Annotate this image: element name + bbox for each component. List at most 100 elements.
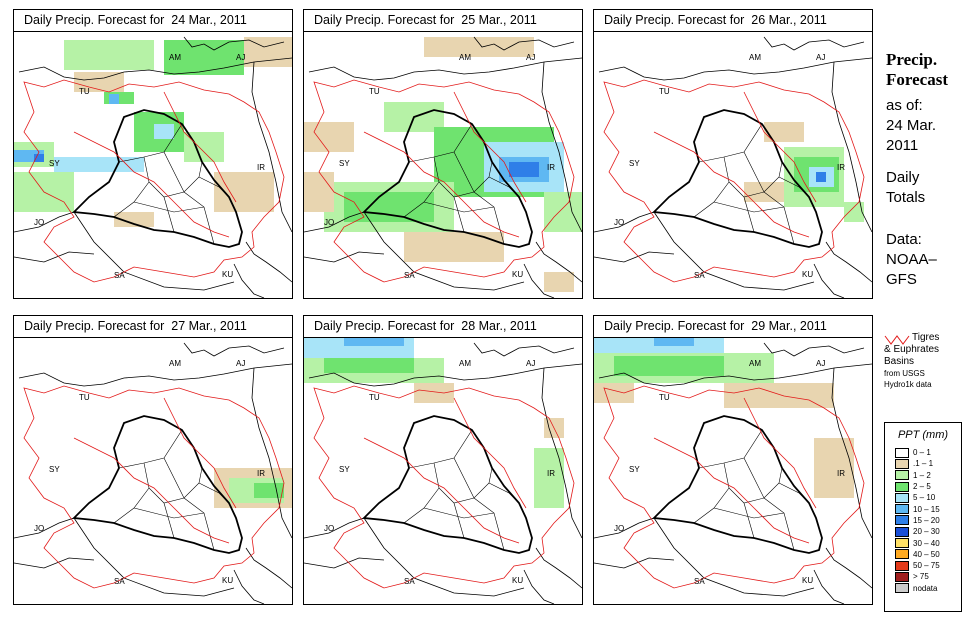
precip-map: AM AJ TU SY IR JO SA KU (594, 32, 872, 298)
precip-map: AM AJ TU SY IR JO SA KU (304, 32, 582, 298)
legend-swatch (895, 492, 909, 503)
country-label: TU (79, 393, 90, 402)
country-label: KU (222, 576, 233, 585)
precip-map: AM AJ TU SY IR JO SA KU (14, 32, 292, 298)
country-label: JO (614, 218, 624, 227)
data-source-label: Data: NOAA– GFS (886, 231, 937, 288)
country-label: TU (369, 393, 380, 402)
country-label: SY (49, 159, 60, 168)
legend-swatch (895, 560, 909, 571)
country-label: SY (339, 465, 350, 474)
panel-title: Daily Precip. Forecast for 28 Mar., 2011 (304, 316, 582, 338)
precip-cells (594, 338, 854, 498)
legend-item: 1 – 2 (895, 470, 961, 481)
country-label: IR (837, 163, 845, 172)
country-label: AJ (236, 359, 245, 368)
country-label: JO (324, 524, 334, 533)
legend-label: 15 – 20 (913, 515, 940, 525)
legend-label: nodata (913, 583, 938, 593)
forecast-panel-2: Daily Precip. Forecast for 25 Mar., 2011… (303, 9, 583, 299)
country-label: JO (34, 524, 44, 533)
country-label: AM (459, 53, 471, 62)
country-label: AM (749, 53, 761, 62)
totals-label: Daily Totals (886, 169, 926, 206)
legend-swatch (895, 571, 909, 582)
country-label: IR (547, 469, 555, 478)
panel-title: Daily Precip. Forecast for 26 Mar., 2011 (594, 10, 872, 32)
legend-label: .1 – 1 (913, 459, 934, 469)
legend-swatch (895, 481, 909, 492)
legend-item: > 75 (895, 571, 961, 582)
country-label: TU (369, 87, 380, 96)
forecast-panel-1: Daily Precip. Forecast for 24 Mar., 2011… (13, 9, 293, 299)
legend-label: 30 – 40 (913, 538, 940, 548)
legend-label: 0 – 1 (913, 448, 931, 458)
panel-title: Daily Precip. Forecast for 29 Mar., 2011 (594, 316, 872, 338)
legend-label: 40 – 50 (913, 549, 940, 559)
forecast-panel-6: Daily Precip. Forecast for 29 Mar., 2011… (593, 315, 873, 605)
country-label: IR (257, 163, 265, 172)
country-label: KU (802, 576, 813, 585)
panel-title: Daily Precip. Forecast for 25 Mar., 2011 (304, 10, 582, 32)
forecast-panel-4: Daily Precip. Forecast for 27 Mar., 2011… (13, 315, 293, 605)
legend-label: 5 – 10 (913, 493, 936, 503)
country-label: TU (659, 87, 670, 96)
panel-title: Daily Precip. Forecast for 24 Mar., 2011 (14, 10, 292, 32)
country-label: SA (114, 271, 125, 280)
country-label: SA (114, 577, 125, 586)
legend-swatch (895, 549, 909, 560)
legend-swatch (895, 504, 909, 515)
country-label: AJ (526, 359, 535, 368)
country-label: KU (512, 576, 523, 585)
basin-line-icon (884, 335, 910, 345)
country-label: SY (629, 465, 640, 474)
country-label: IR (547, 163, 555, 172)
country-label: SA (404, 271, 415, 280)
precip-cells (14, 37, 292, 227)
legend-item: 10 – 15 (895, 503, 961, 515)
legend-swatch (895, 526, 909, 537)
forecast-panel-3: Daily Precip. Forecast for 26 Mar., 2011… (593, 9, 873, 299)
country-label: AJ (816, 359, 825, 368)
basin-key: Tigres & Euphrates Basins from USGS Hydr… (884, 332, 940, 389)
country-label: SY (339, 159, 350, 168)
country-label: IR (837, 469, 845, 478)
legend-item: 40 – 50 (895, 549, 961, 560)
country-label: KU (222, 270, 233, 279)
legend-swatch (895, 447, 909, 458)
legend-item: 30 – 40 (895, 537, 961, 549)
precip-map: AM AJ TU SY IR JO SA KU (14, 338, 292, 604)
country-label: TU (659, 393, 670, 402)
precip-map: AM AJ TU SY IR JO SA KU (594, 338, 872, 604)
country-label: JO (614, 524, 624, 533)
country-label: AJ (816, 53, 825, 62)
legend-label: 20 – 30 (913, 527, 940, 537)
legend-label: 50 – 75 (913, 561, 940, 571)
country-label: AJ (236, 53, 245, 62)
country-label: AM (459, 359, 471, 368)
legend-item: 0 – 1 (895, 447, 961, 458)
legend-swatch (895, 538, 909, 549)
legend-swatch (895, 458, 909, 469)
country-label: IR (257, 469, 265, 478)
country-label: KU (512, 270, 523, 279)
legend-swatch (895, 583, 909, 594)
legend-item: 5 – 10 (895, 492, 961, 503)
country-label: TU (79, 87, 90, 96)
legend-title: PPT (mm) (897, 429, 949, 441)
country-label: AM (169, 359, 181, 368)
country-label: SA (694, 271, 705, 280)
precip-map: AM AJ TU SY IR JO SA KU (304, 338, 582, 604)
country-label: AJ (526, 53, 535, 62)
panel-title: Daily Precip. Forecast for 27 Mar., 2011 (14, 316, 292, 338)
legend-swatch (895, 470, 909, 481)
legend-label: 1 – 2 (913, 470, 931, 480)
forecast-panel-5: Daily Precip. Forecast for 28 Mar., 2011… (303, 315, 583, 605)
legend-item: 2 – 5 (895, 481, 961, 492)
country-label: KU (802, 270, 813, 279)
asof-label: as of: 24 Mar. 2011 (886, 97, 937, 154)
country-label: JO (34, 218, 44, 227)
legend-label: > 75 (913, 572, 929, 582)
legend-item: 20 – 30 (895, 526, 961, 537)
